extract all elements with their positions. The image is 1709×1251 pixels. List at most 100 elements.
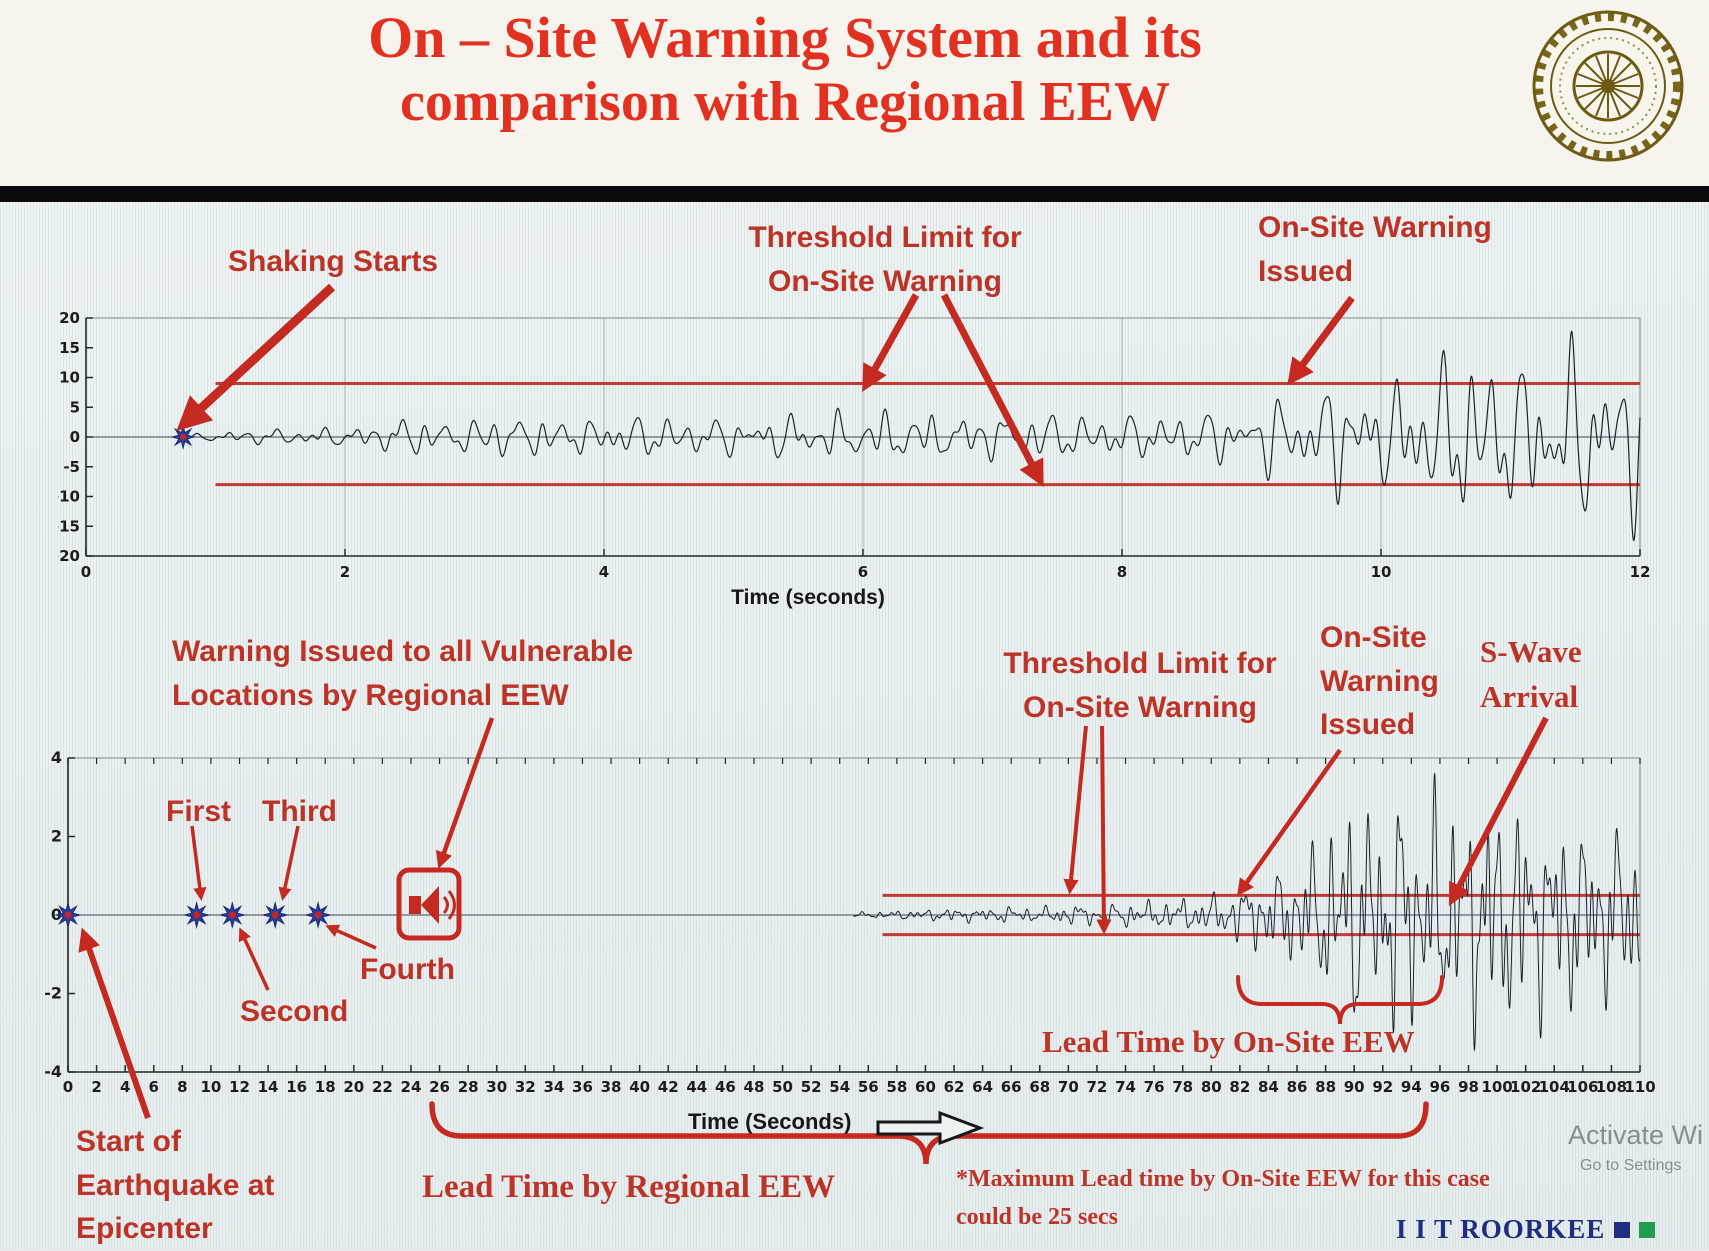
svg-text:106: 106: [1567, 1078, 1598, 1096]
title-line1: On – Site Warning System and its: [368, 5, 1202, 70]
label-onsite-warning-issued-bottom: On-Site Warning Issued: [1320, 621, 1439, 741]
svg-text:24: 24: [401, 1078, 422, 1096]
svg-text:0: 0: [63, 1078, 73, 1096]
svg-text:-5: -5: [63, 458, 80, 476]
svg-text:48: 48: [744, 1078, 765, 1096]
svg-text:62: 62: [944, 1078, 965, 1096]
label-lead-time-regional: Lead Time by Regional EEW: [422, 1169, 836, 1205]
svg-text:110: 110: [1624, 1078, 1655, 1096]
label-fourth-trigger: Fourth: [360, 953, 455, 986]
svg-text:12: 12: [1630, 563, 1651, 581]
svg-text:56: 56: [858, 1078, 879, 1096]
svg-text:50: 50: [772, 1078, 793, 1096]
svg-text:98: 98: [1458, 1078, 1479, 1096]
label-shaking-starts: Shaking Starts: [228, 245, 439, 278]
svg-text:10: 10: [200, 1078, 221, 1096]
svg-text:36: 36: [572, 1078, 593, 1096]
svg-text:60: 60: [915, 1078, 936, 1096]
label-first-trigger: First: [166, 795, 232, 828]
svg-text:90: 90: [1344, 1078, 1365, 1096]
svg-text:32: 32: [515, 1078, 536, 1096]
xaxis-label-top: Time (seconds): [731, 586, 885, 609]
svg-text:6: 6: [858, 563, 868, 581]
svg-text:20: 20: [59, 309, 80, 327]
label-lead-time-onsite: Lead Time by On-Site EEW: [1042, 1024, 1415, 1059]
svg-text:74: 74: [1115, 1078, 1136, 1096]
header-divider-bar: [0, 186, 1709, 202]
svg-text:102: 102: [1510, 1078, 1541, 1096]
label-threshold-limit-top: Threshold Limit for On-Site Warning: [748, 221, 1022, 298]
label-regional-warning-issued: Warning Issued to all Vulnerable Locatio…: [172, 635, 634, 712]
svg-text:26: 26: [429, 1078, 450, 1096]
svg-text:6: 6: [149, 1078, 159, 1096]
svg-text:76: 76: [1144, 1078, 1165, 1096]
svg-text:28: 28: [458, 1078, 479, 1096]
svg-text:54: 54: [829, 1078, 850, 1096]
svg-text:72: 72: [1087, 1078, 1108, 1096]
svg-text:2: 2: [91, 1078, 101, 1096]
svg-text:18: 18: [315, 1078, 336, 1096]
svg-text:80: 80: [1201, 1078, 1222, 1096]
svg-text:-20: -20: [58, 547, 80, 565]
svg-text:84: 84: [1258, 1078, 1279, 1096]
svg-text:104: 104: [1539, 1078, 1570, 1096]
brand-navy-square-icon: [1614, 1222, 1631, 1238]
title-line2: comparison with Regional EEW: [399, 70, 1171, 133]
svg-text:4: 4: [599, 563, 609, 581]
svg-text:40: 40: [629, 1078, 650, 1096]
xaxis-label-bottom: Time (Seconds): [688, 1109, 852, 1134]
svg-text:15: 15: [59, 339, 80, 357]
label-max-lead-time-note: *Maximum Lead time by On-Site EEW for th…: [956, 1166, 1490, 1231]
svg-text:14: 14: [258, 1078, 279, 1096]
svg-text:22: 22: [372, 1078, 393, 1096]
label-third-trigger: Third: [262, 795, 337, 828]
svg-text:8: 8: [1117, 563, 1127, 581]
svg-text:4: 4: [120, 1078, 130, 1096]
svg-text:46: 46: [715, 1078, 736, 1096]
svg-text:0: 0: [81, 563, 91, 581]
svg-text:20: 20: [343, 1078, 364, 1096]
label-swave-arrival: S-Wave Arrival: [1480, 634, 1582, 714]
svg-text:82: 82: [1229, 1078, 1250, 1096]
svg-text:66: 66: [1001, 1078, 1022, 1096]
svg-text:16: 16: [286, 1078, 307, 1096]
iit-roorkee-text: I I T ROORKEE: [1396, 1214, 1606, 1244]
iit-roorkee-logo-icon: [1532, 10, 1684, 162]
svg-text:5: 5: [70, 398, 80, 416]
svg-text:34: 34: [543, 1078, 564, 1096]
activate-windows-settings-watermark: Go to Settings: [1580, 1157, 1682, 1174]
iit-roorkee-wordmark: I I T ROORKEE: [1396, 1214, 1656, 1245]
svg-text:94: 94: [1401, 1078, 1422, 1096]
svg-text:38: 38: [601, 1078, 622, 1096]
svg-text:42: 42: [658, 1078, 679, 1096]
svg-text:10: 10: [1371, 563, 1392, 581]
svg-text:30: 30: [486, 1078, 507, 1096]
svg-text:8: 8: [177, 1078, 187, 1096]
svg-text:78: 78: [1172, 1078, 1193, 1096]
svg-text:88: 88: [1315, 1078, 1336, 1096]
svg-text:2: 2: [51, 827, 62, 846]
label-start-of-earthquake: Start of Earthquake at Epicenter: [76, 1125, 275, 1245]
svg-text:-4: -4: [44, 1062, 62, 1081]
svg-text:108: 108: [1596, 1078, 1627, 1096]
svg-text:2: 2: [340, 563, 350, 581]
svg-text:4: 4: [51, 748, 62, 767]
label-onsite-warning-issued-top: On-Site Warning Issued: [1258, 211, 1492, 288]
svg-text:70: 70: [1058, 1078, 1079, 1096]
svg-text:-15: -15: [58, 517, 80, 535]
label-threshold-limit-bottom: Threshold Limit for On-Site Warning: [1003, 647, 1277, 724]
label-second-trigger: Second: [240, 995, 349, 1028]
svg-text:92: 92: [1372, 1078, 1393, 1096]
svg-text:12: 12: [229, 1078, 250, 1096]
svg-text:52: 52: [801, 1078, 822, 1096]
page-title: On – Site Warning System and its compari…: [70, 5, 1500, 134]
svg-text:100: 100: [1481, 1078, 1512, 1096]
svg-text:68: 68: [1029, 1078, 1050, 1096]
bottom-seismogram-chart: 420-2-4024681012141618202224262830323436…: [44, 748, 1655, 1096]
svg-text:44: 44: [686, 1078, 707, 1096]
svg-text:64: 64: [972, 1078, 993, 1096]
svg-text:0: 0: [70, 428, 80, 446]
svg-text:96: 96: [1429, 1078, 1450, 1096]
svg-text:86: 86: [1287, 1078, 1308, 1096]
